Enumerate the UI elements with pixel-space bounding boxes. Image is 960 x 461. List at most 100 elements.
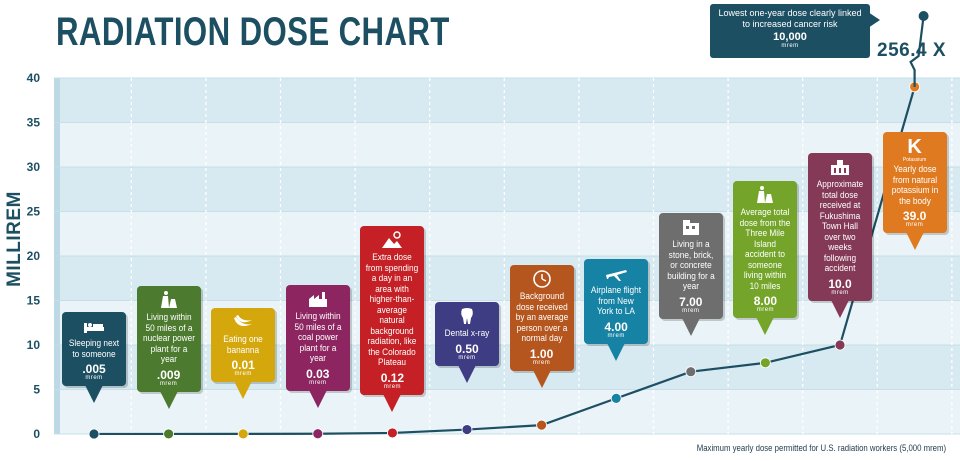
dose-callout: Extra dose from spending a day in an are… bbox=[360, 226, 425, 412]
callout-unit: mrem bbox=[682, 307, 700, 314]
y-axis-label: MILLIREM bbox=[4, 191, 25, 287]
dose-callout: Sleeping next to someone .005 mrem bbox=[62, 312, 126, 403]
town-hall-icon bbox=[811, 157, 869, 179]
y-tick-label: 10 bbox=[27, 338, 41, 352]
top-line bbox=[909, 15, 925, 87]
background-band bbox=[54, 78, 960, 123]
top-callout-value: 10,000 bbox=[773, 31, 807, 43]
callout-pointer bbox=[458, 364, 476, 383]
clock-icon bbox=[513, 269, 571, 291]
background-band bbox=[54, 300, 960, 345]
callout-description: Living in a stone, brick, or concrete bu… bbox=[667, 239, 715, 291]
callout-unit: mrem bbox=[756, 307, 775, 313]
data-point bbox=[386, 427, 398, 439]
callout-description: Yearly dose from natural potassium in th… bbox=[891, 164, 938, 206]
callout-unit: mrem bbox=[234, 371, 252, 377]
callout-description: Background dose received by an average p… bbox=[515, 291, 568, 343]
callout-unit: mrem bbox=[85, 375, 103, 381]
potassium-label: Potassium bbox=[902, 157, 927, 163]
callout-pointer bbox=[681, 317, 700, 336]
callout-unit: mrem bbox=[309, 379, 327, 386]
dose-callout: Approximate total dose received at Fukus… bbox=[808, 153, 872, 318]
mountain-sun-icon bbox=[363, 230, 421, 252]
callout-description: Living within 50 miles of a coal power p… bbox=[294, 311, 342, 363]
callout-unit: mrem bbox=[607, 332, 625, 339]
dose-callout: K Potassium Yearly dose from natural potas… bbox=[882, 132, 947, 250]
callout-description: Dental x-ray bbox=[444, 328, 490, 338]
dose-callout: Eating one bananna 0.01 mrem bbox=[211, 308, 276, 399]
callout-unit: mrem bbox=[159, 380, 178, 387]
callout-value: 4.00 bbox=[604, 319, 628, 334]
dose-series bbox=[88, 81, 920, 440]
callout-value: 0.01 bbox=[231, 358, 255, 372]
y-tick-label: 20 bbox=[27, 249, 41, 263]
banana-icon bbox=[214, 312, 272, 334]
dose-callout: Background dose received by an average p… bbox=[509, 265, 574, 388]
multiplier-label: 256.4 X bbox=[877, 40, 946, 61]
callout-value: .005 bbox=[82, 362, 106, 376]
top-point bbox=[918, 11, 929, 21]
callout-pointer bbox=[532, 369, 551, 388]
y-tick-label: 35 bbox=[27, 116, 41, 130]
callout-pointer bbox=[607, 342, 626, 361]
callout-unit: mrem bbox=[458, 354, 476, 361]
tooth-icon bbox=[438, 306, 496, 328]
callout-value: 0.03 bbox=[306, 366, 330, 381]
dose-callout: Average total dose from the Three Mile I… bbox=[733, 181, 798, 335]
callout-description: Average total dose from the Three Mile I… bbox=[740, 207, 791, 291]
callout-description: Extra dose from spending a day in an are… bbox=[366, 252, 419, 367]
data-point bbox=[760, 357, 771, 369]
callout-pointer bbox=[308, 389, 327, 408]
data-point bbox=[685, 366, 697, 378]
top-callout-unit: mrem bbox=[781, 43, 799, 49]
callout-pointer bbox=[831, 299, 849, 318]
dose-callout: Dental x-ray 0.50 mrem bbox=[435, 302, 499, 383]
bed-icon bbox=[65, 316, 123, 338]
callout-pointer bbox=[383, 393, 402, 412]
callout-description: Living within 50 miles of a nuclear powe… bbox=[142, 312, 195, 364]
callout-value: 1.00 bbox=[529, 346, 554, 361]
y-tick-label: 30 bbox=[27, 160, 41, 174]
top-callout-pointer bbox=[868, 12, 880, 28]
callout-pointer bbox=[85, 385, 103, 403]
callout-value: 8.00 bbox=[753, 294, 778, 308]
top-callout-text: Lowest one-year dose clearly linked to i… bbox=[718, 8, 862, 29]
dose-callout: Living within 50 miles of a nuclear powe… bbox=[136, 286, 201, 409]
dose-callout: Airplane flight from New York to LA 4.00 m… bbox=[584, 259, 649, 361]
data-point bbox=[536, 419, 547, 431]
cooling-tower-icon bbox=[736, 185, 794, 207]
callout-description: Sleeping next to someone bbox=[68, 338, 120, 359]
callout-value: 7.00 bbox=[679, 294, 703, 309]
airplane-icon bbox=[587, 263, 645, 285]
callout-unit: mrem bbox=[532, 359, 551, 366]
factory-icon bbox=[289, 289, 347, 311]
data-point bbox=[163, 428, 175, 440]
dose-callout: Living in a stone, brick, or concrete bu… bbox=[658, 213, 723, 336]
chart-footnote: Maximum yearly dose permitted for U.S. r… bbox=[696, 443, 946, 454]
callout-pointer bbox=[234, 381, 253, 399]
cooling-tower-icon bbox=[140, 290, 198, 312]
data-point bbox=[461, 424, 473, 435]
series-line bbox=[93, 86, 916, 436]
callout-value: 39.0 bbox=[902, 209, 927, 223]
y-tick-label: 40 bbox=[27, 71, 41, 85]
callout-unit: mrem bbox=[383, 383, 402, 390]
chart-title: RADIATION DOSE CHART bbox=[56, 10, 450, 54]
callout-value: 0.50 bbox=[455, 341, 479, 356]
building-icon bbox=[662, 217, 720, 239]
y-axis-ticks: 0 5 10 15 20 25 30 35 40 bbox=[27, 71, 41, 441]
callout-pointer bbox=[159, 390, 178, 409]
data-point bbox=[834, 339, 846, 351]
callout-value: 10.0 bbox=[828, 276, 852, 291]
top-callout: Lowest one-year dose clearly linked to i… bbox=[710, 4, 870, 58]
y-tick-label: 25 bbox=[27, 205, 41, 219]
data-point bbox=[88, 428, 100, 440]
callout-description: Approximate total dose received at Fukus… bbox=[816, 179, 864, 273]
y-tick-label: 15 bbox=[27, 294, 41, 308]
y-tick-label: 0 bbox=[33, 427, 40, 441]
callout-unit: mrem bbox=[905, 222, 924, 228]
dose-callout: Living within 50 miles of a coal power p… bbox=[285, 285, 350, 408]
callout-pointer bbox=[756, 317, 775, 335]
callout-description: Eating one bananna bbox=[223, 334, 263, 355]
top-marker-line bbox=[909, 11, 929, 87]
